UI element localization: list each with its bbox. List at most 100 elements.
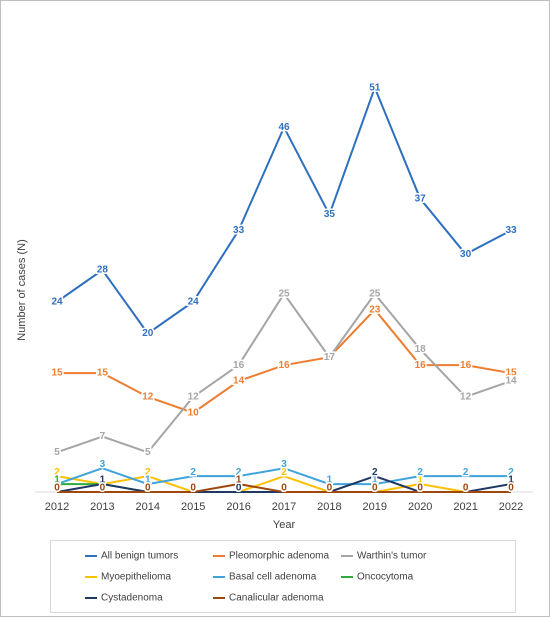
x-tick-label: 2015 [181,501,205,513]
data-label: 1 [100,475,106,486]
data-label: 30 [460,249,472,260]
data-label: 16 [278,360,290,371]
data-label: 24 [51,296,63,307]
data-label: 0 [463,483,469,494]
legend-label: Pleomorphic adenoma [229,551,329,562]
data-label: 0 [281,483,287,494]
data-label: 16 [233,360,245,371]
data-label: 28 [97,265,109,276]
data-label: 10 [188,407,200,418]
data-label: 0 [372,483,378,494]
x-tick-label: 2020 [408,501,432,513]
legend-label: Canalicular adenoma [229,593,324,604]
data-label: 0 [463,483,469,494]
data-label: 2 [417,467,423,478]
data-label: 0 [372,483,378,494]
data-label: 0 [145,483,151,494]
series-line [56,467,511,486]
data-label: 2 [508,467,514,478]
data-label: 12 [460,392,472,403]
data-label: 0 [54,483,60,494]
data-label: 0 [190,483,196,494]
data-label: 3 [100,459,106,470]
x-tick-label: 2012 [45,501,69,513]
data-label: 0 [327,483,333,494]
data-label: 0 [372,483,378,494]
data-label: 33 [233,225,245,236]
data-label: 0 [281,483,287,494]
data-label: 0 [327,483,333,494]
x-tick-label: 2019 [363,501,387,513]
legend-label: Cystadenoma [101,593,163,604]
data-label: 0 [54,483,60,494]
data-label: 1 [100,475,106,486]
x-axis-label: Year [273,519,296,531]
data-label: 33 [505,225,517,236]
data-label: 1 [54,475,60,486]
data-label: 46 [278,122,290,133]
data-label: 0 [190,483,196,494]
data-label: 0 [508,483,514,494]
data-label: 0 [190,483,196,494]
data-label: 17 [324,352,336,363]
data-label: 15 [97,368,109,379]
data-label: 18 [415,344,427,355]
data-label: 2 [236,467,242,478]
data-label: 14 [505,376,517,387]
data-label: 37 [415,193,427,204]
data-label: 0 [145,483,151,494]
data-label: 15 [505,368,517,379]
x-tick-label: 2021 [453,501,477,513]
legend-label: All benign tumors [101,551,178,562]
data-label: 17 [324,352,336,363]
x-tick-label: 2017 [272,501,296,513]
data-label: 25 [278,288,290,299]
data-label: 16 [460,360,472,371]
data-label: 0 [327,483,333,494]
data-label: 5 [54,447,60,458]
data-label: 0 [463,483,469,494]
data-label: 25 [369,288,381,299]
x-tick-label: 2022 [499,501,523,513]
data-label: 1 [508,475,514,486]
data-label: 0 [281,483,287,494]
data-label: 0 [508,483,514,494]
data-label: 7 [100,431,106,442]
data-label: 1 [372,475,378,486]
data-label: 0 [236,483,242,494]
data-label: 1 [327,475,333,486]
legend-label: Myoepithelioma [101,572,171,583]
data-label: 23 [369,304,381,315]
data-label: 24 [188,296,200,307]
data-label: 0 [236,483,242,494]
x-tick-label: 2014 [136,501,160,513]
data-label: 5 [145,447,151,458]
data-label: 12 [142,392,154,403]
data-label: 2 [281,467,287,478]
data-label: 3 [281,459,287,470]
data-label: 1 [54,475,60,486]
data-label: 0 [417,483,423,494]
x-tick-label: 2013 [90,501,114,513]
data-label: 0 [145,483,151,494]
data-label: 2 [54,467,60,478]
legend-label: Warthin's tumor [357,551,427,562]
data-label: 15 [51,368,63,379]
data-label: 2 [145,467,151,478]
data-label: 0 [190,483,196,494]
data-label: 12 [188,392,200,403]
data-label: 20 [142,328,154,339]
data-label: 0 [417,483,423,494]
data-label: 0 [463,483,469,494]
data-label: 2 [372,467,378,478]
legend-label: Basal cell adenoma [229,572,317,583]
data-label: 0 [100,483,106,494]
data-label: 16 [415,360,427,371]
data-label: 1 [100,475,106,486]
x-tick-label: 2018 [317,501,341,513]
data-label: 0 [236,483,242,494]
data-label: 1 [417,475,423,486]
data-label: 1 [145,475,151,486]
data-label: 14 [233,376,245,387]
